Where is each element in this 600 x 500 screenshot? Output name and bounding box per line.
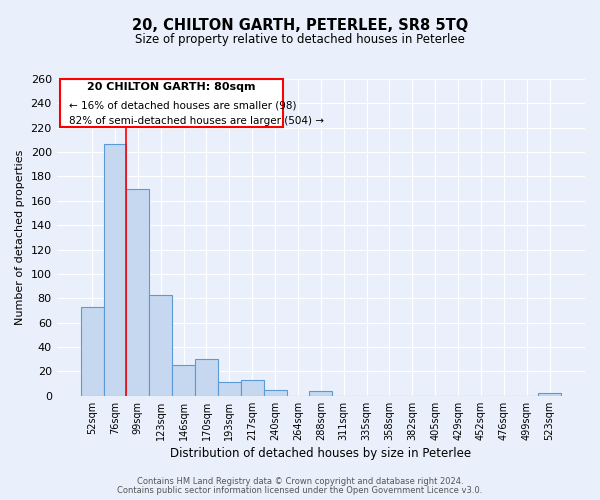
Bar [538,394,561,396]
Text: Contains HM Land Registry data © Crown copyright and database right 2024.: Contains HM Land Registry data © Crown c… [137,477,463,486]
Bar [241,380,263,396]
Text: 82% of semi-detached houses are larger (504) →: 82% of semi-detached houses are larger (… [68,116,323,126]
Bar [310,391,332,396]
Text: 20 CHILTON GARTH: 80sqm: 20 CHILTON GARTH: 80sqm [87,82,256,92]
Bar [172,366,195,396]
Bar [149,294,172,396]
X-axis label: Distribution of detached houses by size in Peterlee: Distribution of detached houses by size … [170,447,472,460]
Bar [80,307,104,396]
Text: 20, CHILTON GARTH, PETERLEE, SR8 5TQ: 20, CHILTON GARTH, PETERLEE, SR8 5TQ [132,18,468,32]
Y-axis label: Number of detached properties: Number of detached properties [15,150,25,325]
Bar [127,188,149,396]
Bar [104,144,127,396]
Text: Size of property relative to detached houses in Peterlee: Size of property relative to detached ho… [135,32,465,46]
Bar [195,360,218,396]
Bar [263,390,287,396]
Text: ← 16% of detached houses are smaller (98): ← 16% of detached houses are smaller (98… [68,100,296,110]
Bar [218,382,241,396]
Text: Contains public sector information licensed under the Open Government Licence v3: Contains public sector information licen… [118,486,482,495]
